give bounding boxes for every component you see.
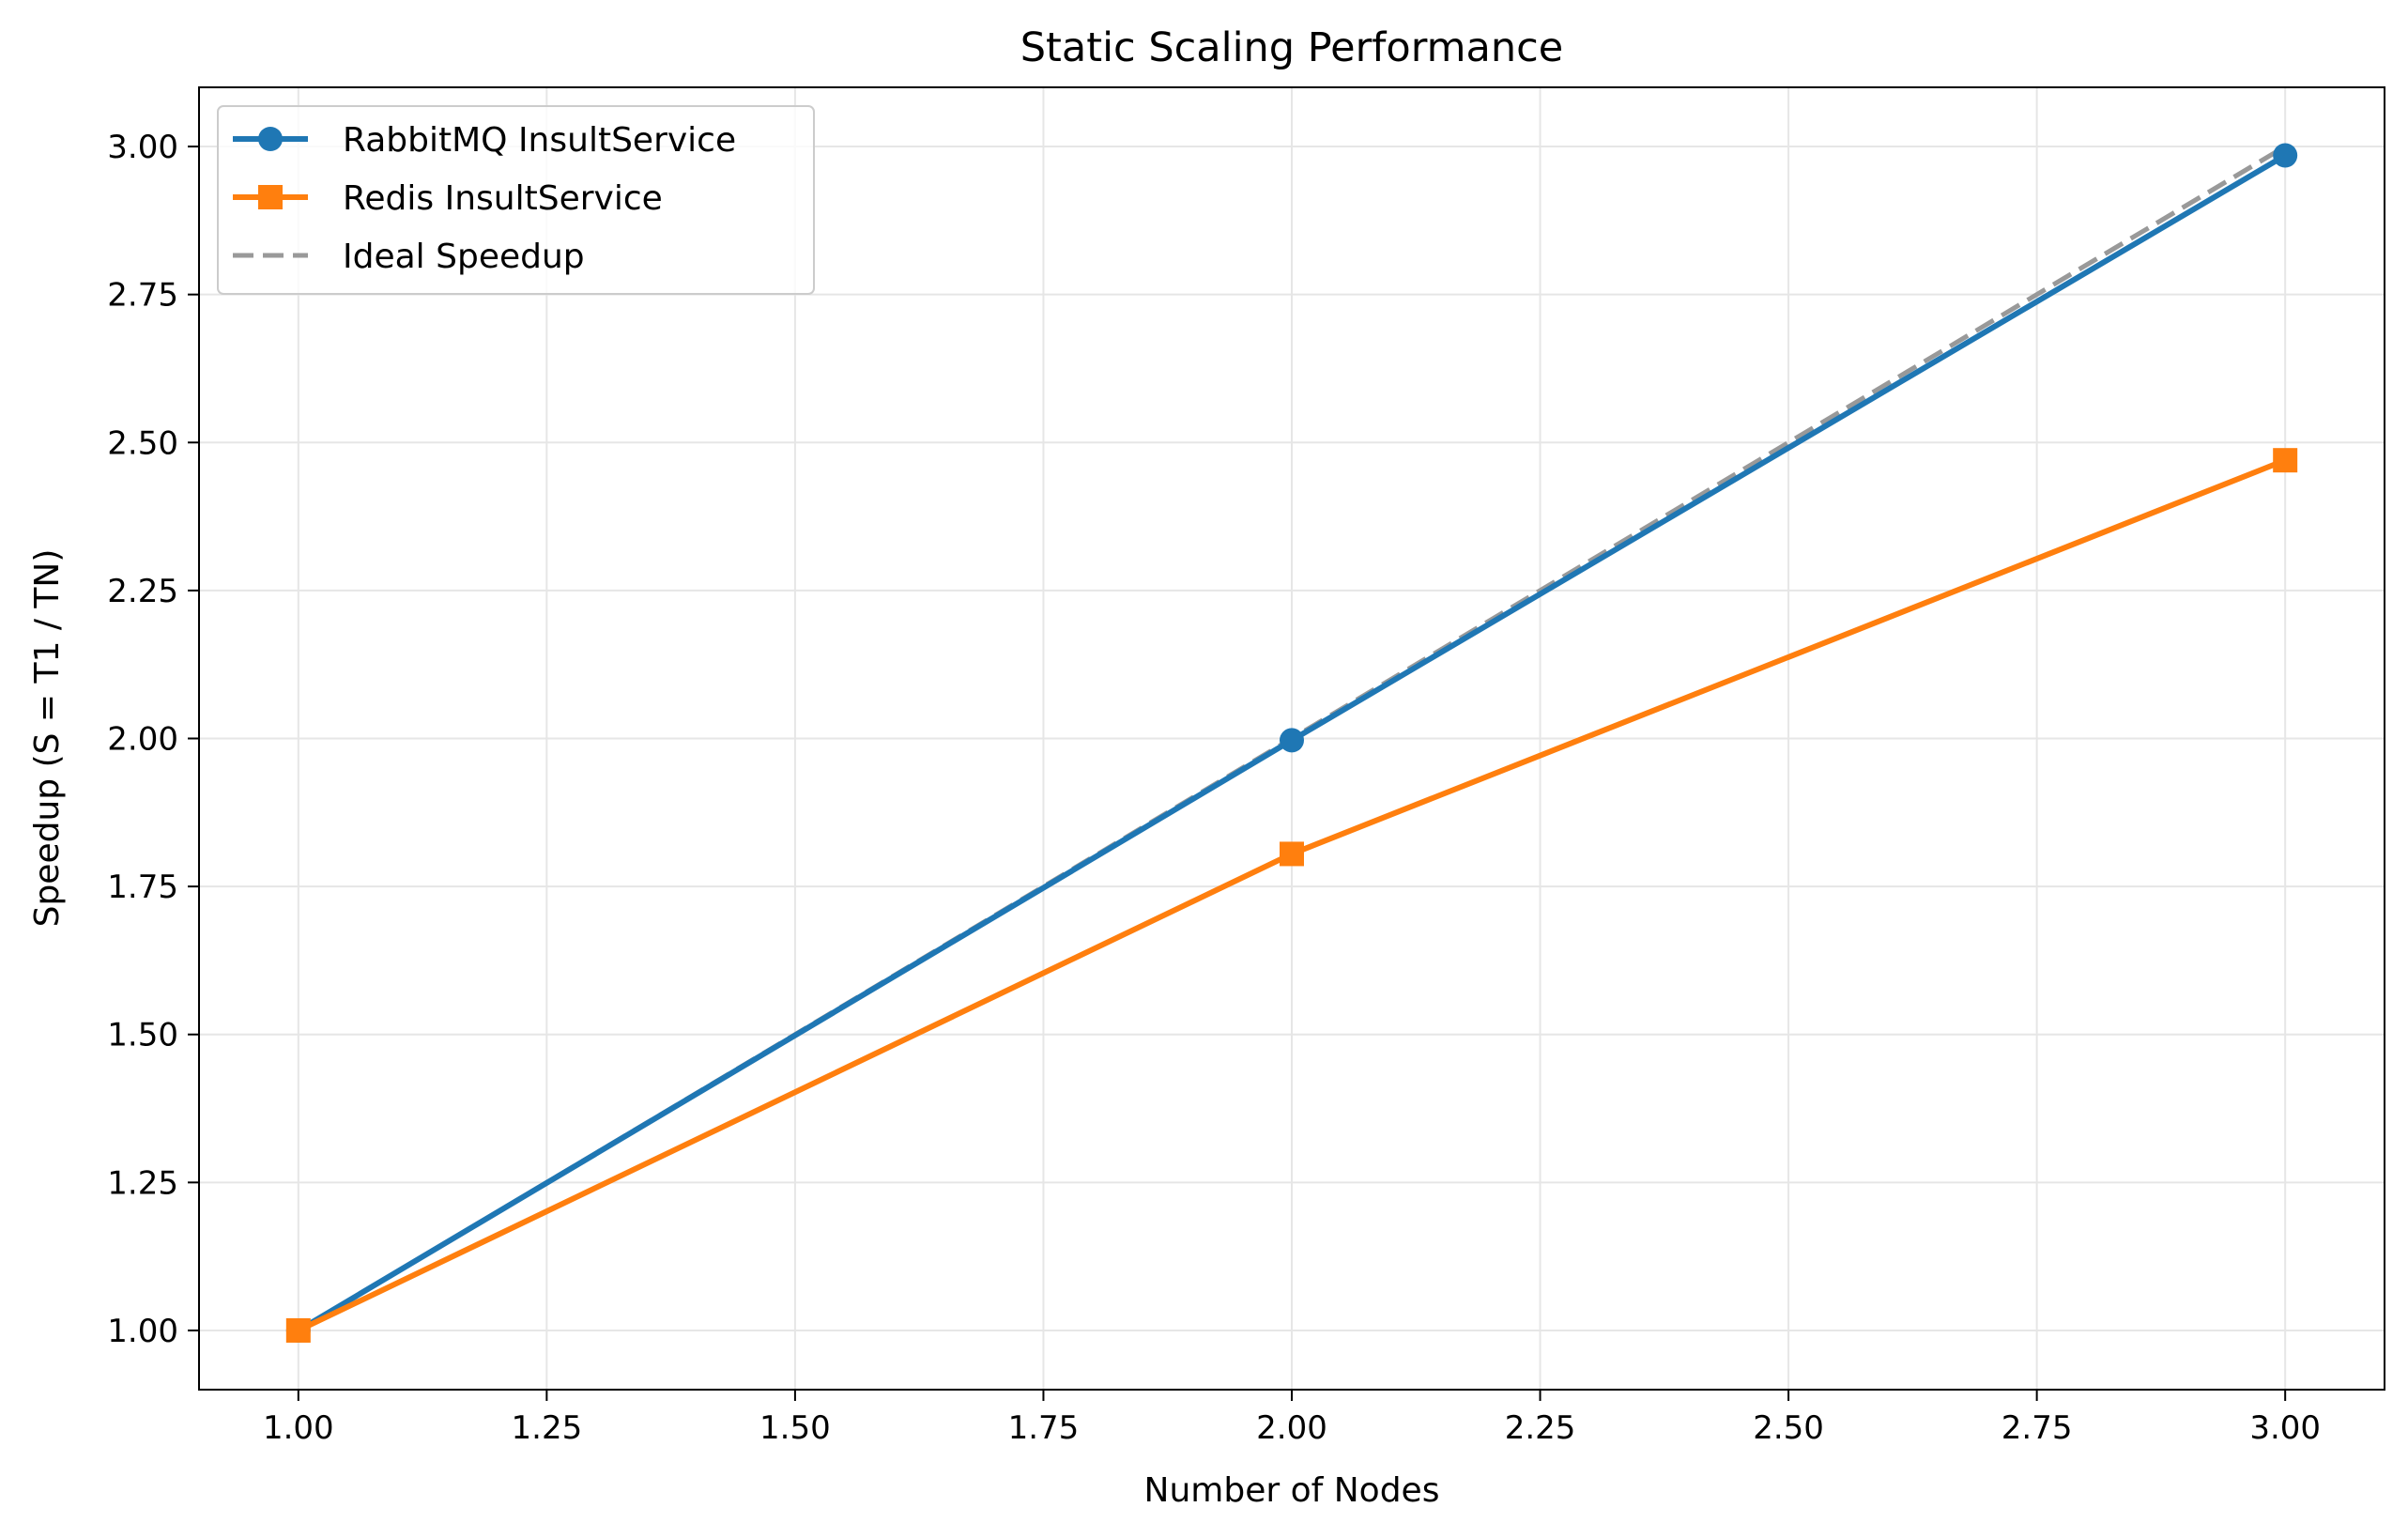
x-axis: 1.00 1.25 1.50 1.75 2.00 2.25 2.50 2.75 3.00	[263, 1390, 2321, 1447]
y-tick-label: 1.00	[107, 1313, 178, 1350]
legend-entry-rabbitmq-insultservice: RabbitMQ InsultService	[233, 121, 736, 160]
data-point-redis-insultservice	[285, 1317, 311, 1343]
y-tick-label: 2.75	[107, 277, 178, 315]
legend-marker	[258, 185, 283, 209]
data-point-redis-insultservice	[2273, 448, 2298, 473]
data-point-redis-insultservice	[1280, 841, 1304, 867]
x-tick-label: 2.50	[1753, 1409, 1824, 1447]
legend-entry-redis-insultservice: Redis InsultService	[233, 179, 663, 218]
data-point-rabbitmq-insultservice	[1280, 728, 1304, 753]
x-tick-label: 2.00	[1256, 1409, 1327, 1447]
y-tick-label: 2.25	[107, 573, 178, 610]
legend-label: RabbitMQ InsultService	[343, 121, 736, 160]
y-tick-label: 2.00	[107, 721, 178, 759]
y-tick-label: 1.50	[107, 1017, 178, 1054]
y-axis-label: Speedup (S = T1 / TN)	[28, 549, 67, 928]
series-layer	[285, 143, 2298, 1343]
legend: RabbitMQ InsultService Redis InsultServic…	[217, 105, 815, 295]
x-tick-label: 3.00	[2249, 1409, 2321, 1447]
x-axis-label: Number of Nodes	[1144, 1471, 1440, 1510]
x-tick-label: 1.25	[512, 1409, 583, 1447]
x-tick-label: 2.25	[1505, 1409, 1576, 1447]
legend-entry-ideal-speedup: Ideal Speedup	[233, 238, 585, 276]
x-tick-label: 1.50	[759, 1409, 831, 1447]
y-axis: 1.00 1.25 1.50 1.75 2.00 2.25 2.50 2.75 3.00	[107, 129, 199, 1350]
y-tick-label: 3.00	[107, 129, 178, 166]
chart-title: Static Scaling Performance	[1020, 24, 1564, 71]
y-tick-label: 2.50	[107, 424, 178, 462]
y-tick-label: 1.75	[107, 869, 178, 906]
legend-label: Redis InsultService	[343, 179, 663, 218]
x-tick-label: 1.00	[263, 1409, 334, 1447]
legend-label: Ideal Speedup	[343, 238, 585, 276]
y-tick-label: 1.25	[107, 1164, 178, 1202]
x-tick-label: 2.75	[2002, 1409, 2073, 1447]
legend-marker	[258, 127, 283, 151]
legend-box	[217, 105, 815, 295]
x-tick-label: 1.75	[1008, 1409, 1080, 1447]
data-point-rabbitmq-insultservice	[2273, 143, 2298, 168]
